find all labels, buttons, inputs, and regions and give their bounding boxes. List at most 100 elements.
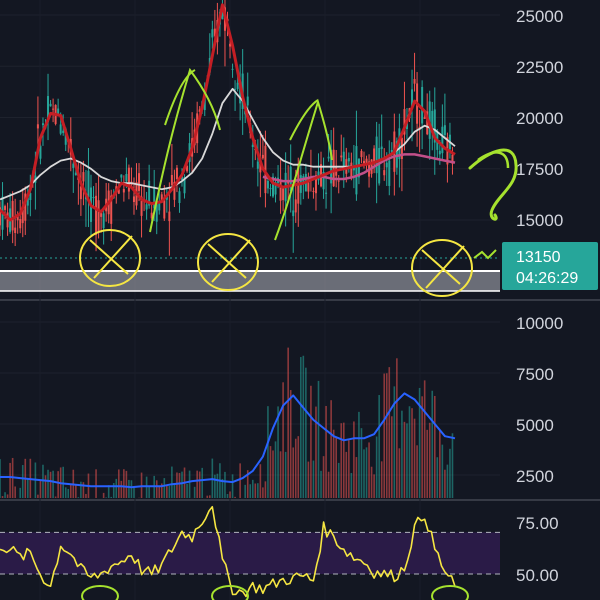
candle-body xyxy=(443,125,446,136)
candle-body xyxy=(405,123,408,129)
candle-body xyxy=(26,197,29,206)
volume-bar xyxy=(64,487,67,498)
candle-body xyxy=(332,149,335,187)
volume-bar xyxy=(39,479,42,498)
candle-body xyxy=(16,214,19,221)
volume-bar xyxy=(112,483,115,498)
volume-bar xyxy=(426,429,428,498)
volume-bar xyxy=(229,491,231,498)
volume-bar xyxy=(67,488,70,498)
volume-bar xyxy=(128,479,130,498)
volume-bar xyxy=(186,483,188,498)
candle-body xyxy=(203,95,206,111)
volume-bar xyxy=(300,357,302,498)
volume-bar xyxy=(47,469,49,498)
candle-body xyxy=(413,79,416,84)
volume-bar xyxy=(198,471,201,498)
candle-body xyxy=(385,162,388,168)
volume-bar xyxy=(181,471,183,498)
volume-bar xyxy=(342,422,345,498)
volume-bar xyxy=(6,494,9,498)
current-price-badge-bg xyxy=(502,242,598,290)
volume-bar xyxy=(57,471,59,498)
volume-bar xyxy=(350,472,353,498)
volume-bar xyxy=(332,429,335,498)
price-tick-label: 17500 xyxy=(516,160,563,179)
volume-bar xyxy=(428,422,431,498)
volume-bar xyxy=(49,471,52,498)
candle-body xyxy=(325,192,328,194)
candle-body xyxy=(160,194,163,202)
volume-bar xyxy=(327,471,330,498)
volume-bar xyxy=(251,479,254,498)
candle-body xyxy=(186,165,189,172)
volume-bar xyxy=(158,486,161,498)
candle-body xyxy=(19,218,22,229)
green-squiggle-annotation xyxy=(473,249,497,260)
candle-body xyxy=(49,103,52,107)
volume-bar xyxy=(85,493,87,498)
volume-bar xyxy=(274,441,277,498)
volume-bar xyxy=(310,385,312,498)
candle-body xyxy=(246,96,249,106)
volume-bar xyxy=(82,482,85,498)
volume-bar xyxy=(62,466,64,498)
candle-body xyxy=(213,28,216,37)
volume-bar xyxy=(370,466,373,498)
candle-body xyxy=(100,211,103,217)
candle-body xyxy=(251,144,254,148)
volume-bar xyxy=(145,476,148,498)
candle-body xyxy=(120,174,123,178)
candle-body xyxy=(340,155,343,158)
candle-body xyxy=(57,108,60,115)
candle-body xyxy=(380,146,383,150)
current-price-badge[interactable]: 13150 04:26:29 xyxy=(502,242,598,290)
volume-bar xyxy=(375,436,378,498)
volume-bar xyxy=(287,347,289,498)
volume-tick-label: 2500 xyxy=(516,467,554,486)
candle-body xyxy=(41,123,44,126)
candle-body xyxy=(256,161,259,169)
volume-bar xyxy=(120,480,123,498)
volume-bar xyxy=(19,487,22,498)
candle-body xyxy=(365,158,368,165)
volume-bar xyxy=(451,433,454,498)
candle-body xyxy=(400,137,403,160)
volume-bar xyxy=(118,469,120,498)
candle-body xyxy=(274,181,277,195)
candle-body xyxy=(292,210,295,217)
volume-bar xyxy=(52,470,54,498)
green-question-mark-annotation xyxy=(477,151,510,169)
volume-bar xyxy=(289,390,292,498)
volume-bar xyxy=(401,410,403,498)
volume-bar xyxy=(224,471,226,498)
volume-bar xyxy=(231,474,234,498)
volume-bar xyxy=(449,448,451,498)
volume-bar xyxy=(294,438,297,498)
volume-bar xyxy=(360,428,363,498)
volume-bar xyxy=(155,480,158,498)
volume-bar xyxy=(436,457,439,498)
oscillator-line xyxy=(0,505,456,598)
candle-body xyxy=(82,172,85,182)
volume-bar xyxy=(178,472,181,498)
volume-bar xyxy=(201,467,204,498)
candle-body xyxy=(21,209,24,224)
candle-body xyxy=(370,159,373,174)
volume-bar xyxy=(277,406,279,498)
volume-bar xyxy=(125,470,128,498)
volume-bar xyxy=(358,411,360,498)
volume-bar xyxy=(176,472,178,498)
volume-bar xyxy=(363,449,365,498)
candle-body xyxy=(239,81,242,104)
candle-body xyxy=(378,147,381,184)
volume-bar xyxy=(267,406,269,498)
volume-bar xyxy=(254,483,257,498)
volume-bar xyxy=(163,478,166,498)
green-stroke-annotation xyxy=(164,69,196,126)
candle-body xyxy=(74,172,77,176)
candle-body xyxy=(279,180,282,201)
volume-bar xyxy=(433,395,436,498)
candle-body xyxy=(322,171,325,190)
